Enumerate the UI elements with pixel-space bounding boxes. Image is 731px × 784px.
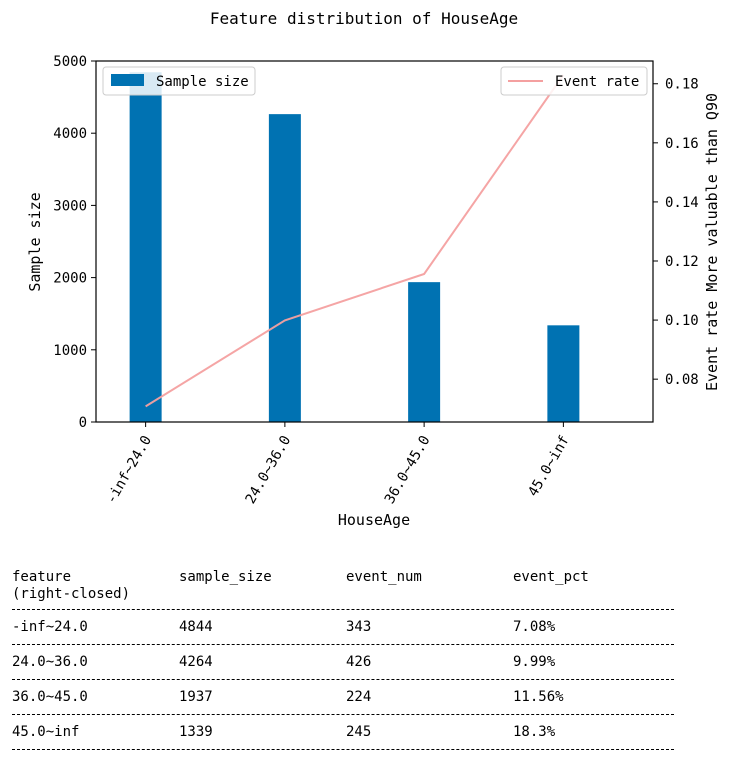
bar-36.0~45.0 (408, 282, 441, 422)
table-cell: 224 (346, 688, 372, 705)
table-cell: 343 (346, 618, 372, 635)
table-cell: 11.56% (513, 688, 564, 705)
y-axis-label: Sample size (26, 192, 44, 291)
table-row: -inf~24.0 4844 343 7.08% (12, 610, 674, 645)
table-cell: 245 (346, 723, 372, 740)
x-axis-label: HouseAge (338, 511, 410, 529)
y-tick-label: 0 (79, 415, 87, 431)
table-cell: 4844 (179, 618, 213, 635)
legend-event-rate-label: Event rate (555, 74, 639, 90)
table-cell: 1937 (179, 688, 213, 705)
table-row: 24.0~36.0 4264 426 9.99% (12, 645, 674, 680)
table-cell: 7.08% (513, 618, 556, 635)
table-row: 45.0~inf 1339 245 18.3% (12, 715, 674, 750)
feature-distribution-chart: Feature distribution of HouseAge 0 1000 20… (26, 9, 721, 529)
bar--inf~24.0 (129, 72, 162, 423)
bar-series (129, 72, 580, 423)
x-tick-label: 36.0~45.0 (382, 433, 434, 507)
y-tick-label: 5000 (53, 54, 87, 70)
table-cell: -inf~24.0 (12, 618, 88, 635)
table-cell: 36.0~45.0 (12, 688, 88, 705)
table-header-row: feature (right-closed) sample_size event… (12, 568, 674, 610)
header-feature: feature (right-closed) (12, 569, 131, 602)
legend-sample-size-label: Sample size (156, 74, 249, 90)
y2-tick-label: 0.10 (665, 313, 699, 329)
table-row: 36.0~45.0 1937 224 11.56% (12, 680, 674, 715)
x-tick-label: 24.0~36.0 (243, 433, 295, 507)
header-event-pct: event_pct (513, 569, 589, 585)
table-cell: 18.3% (513, 723, 556, 740)
x-tick-label: 45.0~inf (525, 433, 573, 499)
y-tick-label: 1000 (53, 343, 87, 359)
y2-tick-label: 0.16 (665, 136, 699, 152)
bar-45.0~inf (547, 325, 580, 422)
legend-bar-swatch (111, 74, 144, 86)
y2-tick-label: 0.08 (665, 372, 699, 388)
y2-tick-label: 0.12 (665, 254, 699, 270)
y-tick-label: 4000 (53, 126, 87, 142)
table-cell: 45.0~inf (12, 723, 80, 740)
table-cell: 4264 (179, 653, 213, 670)
header-sample-size: sample_size (179, 569, 272, 585)
y-tick-label: 2000 (53, 271, 87, 287)
legend-sample-size: Sample size (102, 66, 256, 96)
left-axis-ticks: 0 1000 2000 3000 4000 5000 (53, 54, 96, 431)
x-tick-label: -inf~24.0 (103, 433, 155, 507)
plot-frame (95, 60, 654, 423)
table-cell: 9.99% (513, 653, 556, 670)
y2-tick-label: 0.18 (665, 77, 699, 93)
table-cell: 1339 (179, 723, 213, 740)
chart-title: Feature distribution of HouseAge (210, 9, 518, 28)
stats-table: feature (right-closed) sample_size event… (12, 568, 674, 750)
event-rate-line (145, 74, 565, 408)
table-cell: 426 (346, 653, 372, 670)
x-axis-ticks: -inf~24.0 24.0~36.0 36.0~45.0 45.0~inf (103, 422, 573, 507)
legend-event-rate: Event rate (500, 66, 648, 96)
bar-24.0~36.0 (268, 114, 301, 423)
header-event-num: event_num (346, 569, 422, 585)
table-cell: 24.0~36.0 (12, 653, 88, 670)
right-axis-ticks: 0.08 0.10 0.12 0.14 0.16 0.18 (653, 77, 699, 388)
y2-axis-label: Event rate More valuable than Q90 (703, 93, 721, 391)
y-tick-label: 3000 (53, 198, 87, 214)
y2-tick-label: 0.14 (665, 195, 699, 211)
